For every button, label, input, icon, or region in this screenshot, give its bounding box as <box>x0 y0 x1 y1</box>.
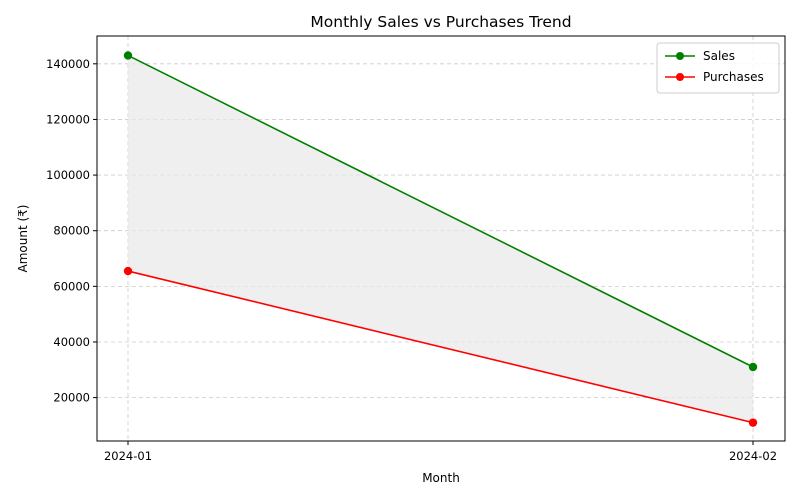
y-tick-label: 100000 <box>46 168 90 182</box>
y-axis-ticks: 20000 40000 60000 80000 100000 120000 140000 <box>46 57 97 405</box>
legend-purchases-label: Purchases <box>703 70 764 84</box>
legend: Sales Purchases <box>656 42 780 94</box>
chart-title: Monthly Sales vs Purchases Trend <box>310 13 571 31</box>
x-axis-ticks: 2024-01 2024-02 <box>104 441 777 463</box>
y-tick-label: 140000 <box>46 57 90 71</box>
y-tick-label: 40000 <box>53 335 90 349</box>
y-tick-label: 20000 <box>53 391 90 405</box>
legend-purchases-marker <box>676 73 684 81</box>
y-tick-label: 60000 <box>53 279 90 293</box>
y-axis-label: Amount (₹) <box>16 205 30 273</box>
purchases-point <box>748 418 758 427</box>
series-layer <box>123 51 758 427</box>
purchases-line <box>127 270 754 424</box>
x-tick-label: 2024-02 <box>729 449 777 463</box>
sales-point <box>123 51 133 60</box>
x-tick-label: 2024-01 <box>104 449 152 463</box>
legend-sales-marker <box>676 52 684 60</box>
purchases-point <box>123 266 133 276</box>
x-axis-label: Month <box>422 471 460 485</box>
plot-frame <box>96 35 786 442</box>
legend-sales-label: Sales <box>703 49 735 63</box>
y-tick-label: 120000 <box>46 112 90 126</box>
fill-between-area <box>128 55 753 423</box>
sales-line <box>127 54 754 368</box>
y-tick-label: 80000 <box>53 224 90 238</box>
sales-point <box>748 362 758 372</box>
